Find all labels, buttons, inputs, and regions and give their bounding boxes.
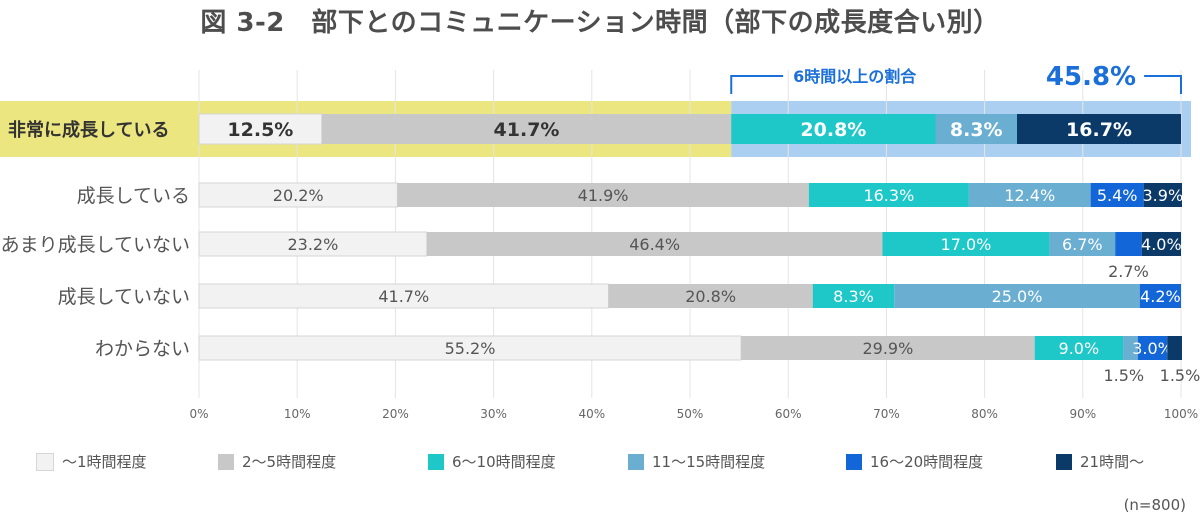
bar-segment <box>608 284 813 308</box>
data-label: 4.0% <box>1141 235 1182 254</box>
legend-label: 2〜5時間程度 <box>242 453 337 471</box>
data-label: 16.3% <box>863 186 914 205</box>
bar-segment <box>1143 183 1182 207</box>
x-tick-label: 80% <box>971 407 998 421</box>
x-tick-label: 60% <box>775 407 802 421</box>
data-label: 12.5% <box>227 119 293 141</box>
legend-swatch <box>36 452 54 471</box>
legend-swatch <box>1056 453 1072 470</box>
data-label: 2.7% <box>1108 262 1149 281</box>
data-label: 9.0% <box>1059 339 1100 358</box>
data-label: 29.9% <box>862 339 913 358</box>
data-label: 25.0% <box>992 287 1043 306</box>
x-tick-label: 70% <box>873 407 900 421</box>
bar-segment <box>1049 232 1116 256</box>
stacked-bar-chart: 0% 10% 20% 30% 40% 50% 60% 70% 80% 90% 100% 非常に成長して… <box>0 62 1200 421</box>
category-label: 非常に成長している <box>8 119 169 141</box>
legend-item: 21時間〜 <box>1056 451 1144 472</box>
data-label: 41.7% <box>378 287 429 306</box>
category-label: あまり成長していない <box>1 234 190 256</box>
bar-segment <box>968 183 1091 207</box>
legend-item: 11〜15時間程度 <box>628 451 765 472</box>
bar-segment <box>397 183 809 207</box>
bar-segment <box>1123 336 1138 360</box>
bar-segment <box>1017 114 1181 144</box>
data-label: 4.2% <box>1140 287 1181 306</box>
data-label: 16.7% <box>1066 119 1132 141</box>
highlight-value: 45.8% <box>1046 62 1136 92</box>
legend-label: 16〜20時間程度 <box>870 453 984 471</box>
bar-segment <box>321 114 732 144</box>
bar-segment <box>198 231 428 257</box>
bar-segment <box>1115 232 1142 256</box>
x-tick-label: 30% <box>480 407 507 421</box>
legend-item: 16〜20時間程度 <box>846 451 983 472</box>
bar-segment <box>1137 336 1168 360</box>
highlight-label: 6時間以上の割合 <box>793 67 917 86</box>
x-tick-label: 50% <box>677 407 704 421</box>
legend-label: 〜1時間程度 <box>62 453 147 471</box>
category-label: 成長していない <box>58 286 190 308</box>
bar-segment <box>882 232 1050 256</box>
bracket-line-right <box>1144 75 1182 94</box>
data-label: 3.9% <box>1143 186 1184 205</box>
bar-segment <box>1139 284 1181 308</box>
bar-segment <box>198 113 323 145</box>
bar-segment <box>935 114 1018 144</box>
bar-segment <box>741 336 1035 360</box>
legend-item: 2〜5時間程度 <box>218 451 336 472</box>
bar-segment <box>1090 183 1144 207</box>
bar-segment <box>1167 336 1182 360</box>
x-tick-label: 0% <box>189 407 208 421</box>
data-label: 20.8% <box>800 119 866 141</box>
x-tick-label: 40% <box>578 407 605 421</box>
data-label: 6.7% <box>1062 235 1103 254</box>
data-label: 20.8% <box>685 287 736 306</box>
category-label: 成長している <box>77 185 190 207</box>
legend-swatch <box>218 453 234 470</box>
x-tick-label: 20% <box>382 407 409 421</box>
data-label: 17.0% <box>941 235 992 254</box>
data-label: 8.3% <box>833 287 874 306</box>
legend-swatch <box>428 453 444 470</box>
data-label: 20.2% <box>273 186 324 205</box>
data-label: 41.7% <box>494 119 560 141</box>
bar-segment <box>426 232 883 256</box>
legend-item: 〜1時間程度 <box>36 451 147 472</box>
data-label: 5.4% <box>1097 186 1138 205</box>
bar-segment <box>731 114 936 144</box>
data-label: 1.5% <box>1103 366 1144 385</box>
bracket-line-left <box>730 75 784 94</box>
data-label: 55.2% <box>445 339 496 358</box>
bar-segment <box>198 182 398 208</box>
bar-segment <box>1034 336 1124 360</box>
x-tick-label: 10% <box>284 407 311 421</box>
data-label: 41.9% <box>578 186 629 205</box>
bar-segment <box>894 284 1140 308</box>
data-label: 8.3% <box>950 119 1003 141</box>
bar-segment <box>808 183 969 207</box>
x-tick-label: 90% <box>1069 407 1096 421</box>
chart-title: 図 3-2 部下とのコミュニケーション時間（部下の成長度合い別） <box>200 8 1000 38</box>
legend-item: 6〜10時間程度 <box>428 451 556 472</box>
bar-segment <box>1141 232 1181 256</box>
legend-swatch <box>846 453 862 470</box>
bar-segment <box>198 283 609 309</box>
legend-swatch <box>628 453 644 470</box>
legend-label: 21時間〜 <box>1080 453 1145 471</box>
data-label: 1.5% <box>1160 366 1200 385</box>
bar-segment <box>812 284 895 308</box>
legend: 〜1時間程度 2〜5時間程度 6〜10時間程度 11〜15時間程度 16〜20時間程度 2… <box>36 451 1186 475</box>
legend-label: 6〜10時間程度 <box>452 453 556 471</box>
category-label: わからない <box>95 338 190 360</box>
data-label: 23.2% <box>287 235 338 254</box>
data-label: 46.4% <box>629 235 680 254</box>
legend-label: 11〜15時間程度 <box>652 453 766 471</box>
sample-size-note: (n=800) <box>1123 496 1186 514</box>
data-label: 3.0% <box>1132 339 1173 358</box>
data-label: 12.4% <box>1004 186 1055 205</box>
x-tick-label: 100% <box>1164 407 1198 421</box>
